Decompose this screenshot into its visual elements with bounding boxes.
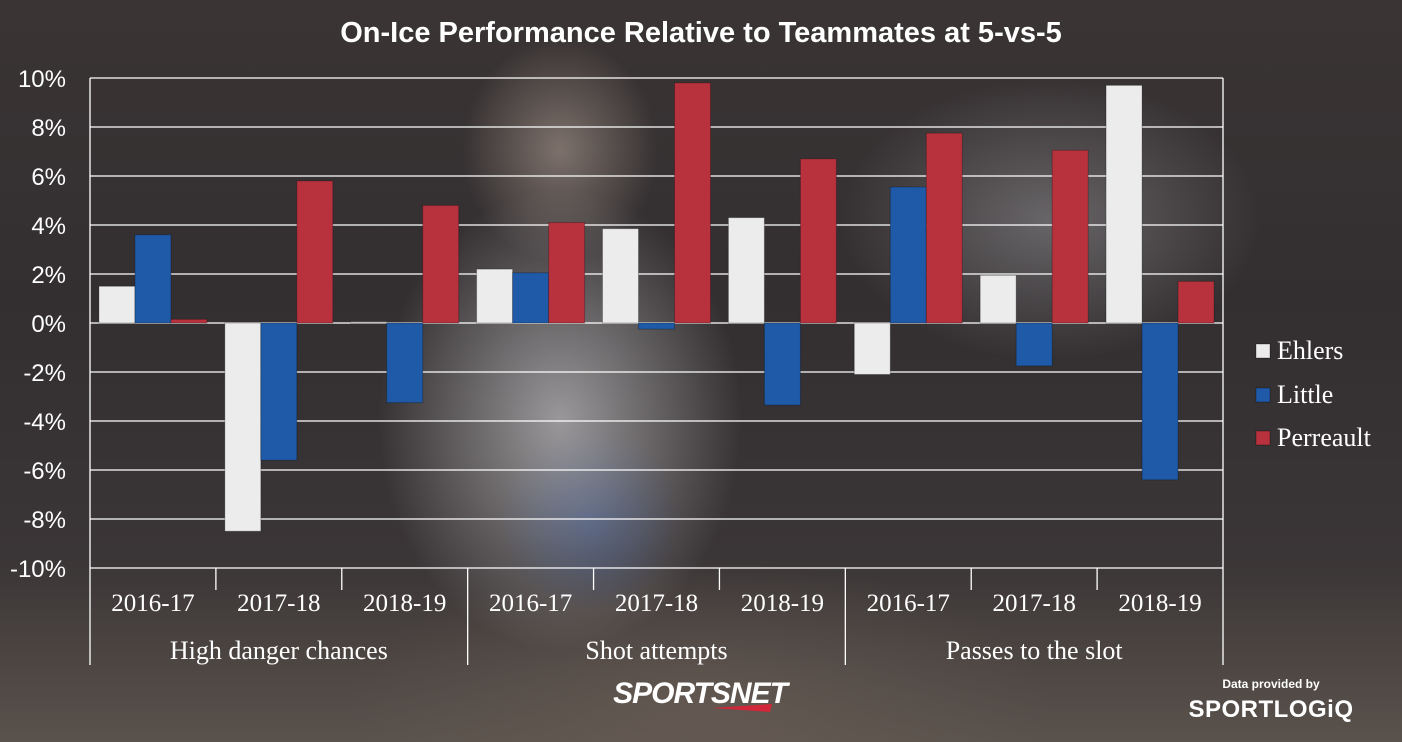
bar-perreault xyxy=(799,158,837,324)
sportsnet-logo: SPORTSNET xyxy=(613,677,792,712)
bar-little xyxy=(386,322,424,404)
legend-label-perreault: Perreault xyxy=(1277,423,1372,452)
bar-ehlers xyxy=(350,321,388,324)
bars-layer xyxy=(98,82,1215,532)
y-tick-label: -10% xyxy=(10,556,66,583)
x-category-label: 2017-18 xyxy=(615,590,698,617)
y-tick-label: 8% xyxy=(31,115,66,142)
y-tick-label: 4% xyxy=(31,213,66,240)
bar-little xyxy=(889,186,927,324)
y-tick-label: -2% xyxy=(23,360,66,387)
bar-little xyxy=(1141,322,1179,481)
bar-little xyxy=(134,234,172,324)
bar-ehlers xyxy=(602,228,639,324)
chart-title: On-Ice Performance Relative to Teammates… xyxy=(340,17,1062,49)
bar-ehlers xyxy=(853,322,891,375)
bar-ehlers xyxy=(727,217,765,324)
x-category-label: 2017-18 xyxy=(993,590,1076,617)
y-tick-label: 10% xyxy=(18,66,66,93)
bar-ehlers xyxy=(476,268,514,324)
bar-perreault xyxy=(674,82,711,324)
y-tick-label: 6% xyxy=(31,164,66,191)
legend-label-little: Little xyxy=(1277,380,1333,409)
bar-perreault xyxy=(296,180,334,324)
x-category-label: 2016-17 xyxy=(111,590,194,617)
y-tick-label: -6% xyxy=(23,458,66,485)
x-category-label: 2018-19 xyxy=(363,590,446,617)
sportlogiq-credit: Data provided by SPORTLOGiQ xyxy=(1188,677,1353,723)
y-tick-label: 0% xyxy=(31,311,66,338)
legend-swatch-perreault xyxy=(1255,430,1271,446)
bar-little xyxy=(1015,322,1053,367)
legend: Ehlers Little Perreault xyxy=(1255,336,1372,452)
y-tick-label: -8% xyxy=(23,507,66,534)
x-category-label: 2018-19 xyxy=(1118,590,1201,617)
bar-perreault xyxy=(1177,280,1215,324)
bar-ehlers xyxy=(224,322,262,532)
bar-perreault xyxy=(422,204,460,324)
bar-perreault xyxy=(1051,149,1089,324)
y-axis: 10% 8% 6% 4% 2% 0% -2% -4% -6% -8% -10% xyxy=(10,66,66,583)
x-category-label: 2018-19 xyxy=(741,590,824,617)
bar-ehlers xyxy=(979,274,1017,324)
bar-ehlers xyxy=(1105,84,1143,324)
credit-line: Data provided by xyxy=(1222,677,1320,691)
bar-perreault xyxy=(170,318,208,324)
sportsnet-swoosh-icon xyxy=(712,704,772,712)
bar-little xyxy=(512,272,550,324)
bar-ehlers xyxy=(98,285,136,324)
x-group-label: High danger chances xyxy=(170,636,388,665)
bar-little xyxy=(260,322,298,461)
bar-perreault xyxy=(548,222,586,324)
y-tick-label: -4% xyxy=(23,409,66,436)
bar-little xyxy=(763,322,801,406)
legend-swatch-little xyxy=(1255,387,1271,403)
x-group-label: Passes to the slot xyxy=(946,636,1124,665)
x-category-label: 2016-17 xyxy=(867,590,950,617)
y-tick-label: 2% xyxy=(31,262,66,289)
bar-perreault xyxy=(925,132,963,324)
bar-little xyxy=(638,322,675,330)
x-category-label: 2016-17 xyxy=(489,590,572,617)
x-group-label: Shot attempts xyxy=(585,636,727,665)
x-category-label: 2017-18 xyxy=(237,590,320,617)
sportsnet-wordmark: SPORTSNET xyxy=(613,677,790,710)
credit-brand: SPORTLOGiQ xyxy=(1188,696,1353,723)
legend-label-ehlers: Ehlers xyxy=(1277,336,1343,365)
legend-swatch-ehlers xyxy=(1255,343,1271,359)
x-axis: 2016-17 2017-18 2018-19 2016-17 2017-18 2018-… xyxy=(89,568,1224,665)
